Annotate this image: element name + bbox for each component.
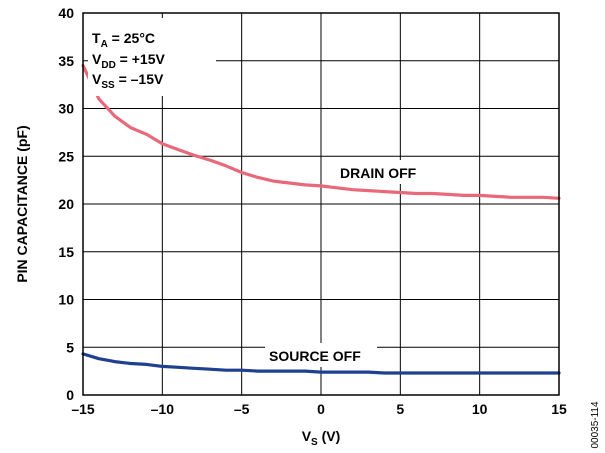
tick-labels: –15 –10 –5 0 5 10 15 0 5 10 15 20 25 30 35 40 <box>58 5 567 417</box>
y-tick-label-3: 15 <box>58 244 74 260</box>
series-layer <box>81 63 561 375</box>
source-off-label-background <box>265 343 377 367</box>
x-tick-label-4: 5 <box>396 401 404 417</box>
drain-off-label-background <box>336 160 432 184</box>
condition-vdd: VDD = +15V <box>92 51 166 71</box>
series-line-drain-off <box>81 63 561 200</box>
condition-ta: TA = 25°C <box>92 30 155 50</box>
x-tick-label-3: 0 <box>317 401 325 417</box>
x-tick-label-6: 15 <box>551 401 567 417</box>
x-tick-label-0: –15 <box>71 401 95 417</box>
condition-vss: VSS = –15V <box>92 71 164 91</box>
plot-frame <box>82 12 560 396</box>
series-label-drain-off: DRAIN OFF <box>340 165 417 181</box>
x-tick-label-2: –5 <box>234 401 250 417</box>
figure-id: 00035-114 <box>590 401 601 449</box>
y-tick-label-7: 35 <box>58 53 74 69</box>
x-tick-label-1: –10 <box>151 401 175 417</box>
series-line-source-off <box>81 352 561 375</box>
y-tick-label-8: 40 <box>58 5 74 21</box>
conditions-box: TA = 25°C VDD = +15V VSS = –15V <box>88 18 216 96</box>
y-axis-title: PIN CAPACITANCE (pF) <box>14 125 30 282</box>
x-axis-title: VS (V) <box>302 428 341 448</box>
y-tick-label-4: 20 <box>58 196 74 212</box>
series-label-source-off: SOURCE OFF <box>269 348 361 364</box>
y-tick-label-1: 5 <box>66 339 74 355</box>
y-tick-label-6: 30 <box>58 101 74 117</box>
y-tick-label-0: 0 <box>66 387 74 403</box>
x-tick-label-5: 10 <box>472 401 488 417</box>
y-tick-label-2: 10 <box>58 292 74 308</box>
conditions-box-background <box>88 18 216 96</box>
y-tick-label-5: 25 <box>58 148 74 164</box>
